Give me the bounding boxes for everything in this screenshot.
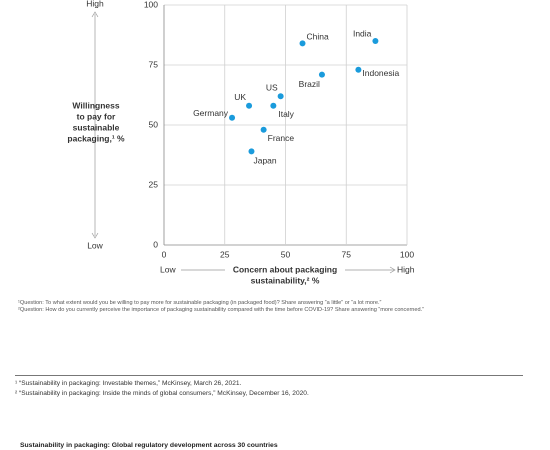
x-high: High xyxy=(397,264,415,274)
y-axis-label: packaging,¹ % xyxy=(67,133,125,143)
point xyxy=(248,148,255,155)
point xyxy=(372,38,379,44)
reference: ² “Sustainability in packaging: Inside t… xyxy=(15,390,309,397)
y-axis-label: Willingness xyxy=(72,100,119,110)
x-low: Low xyxy=(160,264,176,274)
y-tick-label: 0 xyxy=(153,239,158,249)
y-tick-label: 100 xyxy=(144,0,158,9)
point-label: France xyxy=(268,133,295,143)
x-axis-label: sustainability,² % xyxy=(251,275,320,285)
point-label: Germany xyxy=(193,108,229,118)
x-tick-label: 0 xyxy=(162,249,167,259)
y-axis-label: to pay for xyxy=(77,111,116,121)
y-axis-label: sustainable xyxy=(73,122,120,132)
arrow-head xyxy=(389,266,396,274)
x-tick-label: 100 xyxy=(400,249,414,259)
point xyxy=(246,102,253,109)
point-label: Japan xyxy=(253,156,276,166)
arrow-head xyxy=(91,11,99,18)
label-bg xyxy=(225,263,345,287)
y-low: Low xyxy=(87,240,103,250)
point xyxy=(270,102,277,109)
next-heading: Sustainability in packaging: Global regu… xyxy=(20,442,278,449)
point-label: Italy xyxy=(278,109,294,119)
point xyxy=(355,66,362,73)
point-label: China xyxy=(307,32,329,42)
arrow-head xyxy=(91,232,99,239)
point xyxy=(277,93,284,100)
point-label: India xyxy=(353,28,372,38)
point-label: US xyxy=(266,82,278,92)
y-tick-label: 25 xyxy=(149,179,159,189)
footnote: ¹Question: To what extent would you be w… xyxy=(18,300,382,306)
point xyxy=(299,40,306,47)
x-tick-label: 50 xyxy=(281,249,291,259)
point xyxy=(318,71,325,78)
point-label: Indonesia xyxy=(362,68,399,78)
point-label: UK xyxy=(234,92,246,102)
rule xyxy=(15,375,523,376)
y-tick-label: 50 xyxy=(149,119,159,129)
footnote: ²Question: How do you currently perceive… xyxy=(18,307,425,313)
point xyxy=(229,114,236,121)
x-axis-label: Concern about packaging xyxy=(233,264,337,274)
x-tick-label: 25 xyxy=(220,249,230,259)
point-label: Brazil xyxy=(299,79,320,89)
point xyxy=(260,126,267,133)
y-high: High xyxy=(86,0,104,8)
y-tick-label: 75 xyxy=(149,59,159,69)
reference: ¹ “Sustainability in packaging: Investab… xyxy=(15,380,242,387)
x-tick-label: 75 xyxy=(342,249,352,259)
